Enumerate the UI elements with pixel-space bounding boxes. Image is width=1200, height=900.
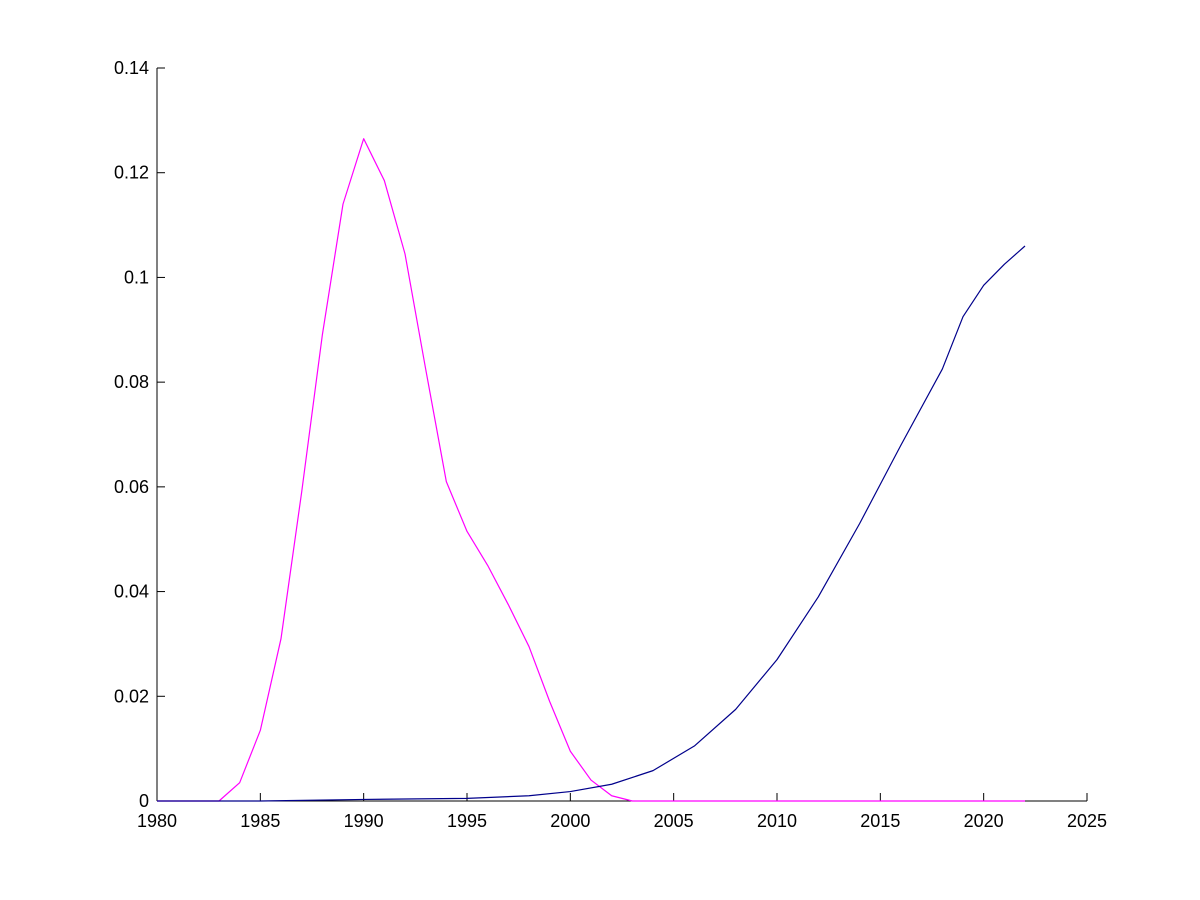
y-tick-label: 0.14 [114, 58, 149, 78]
y-tick-label: 0.06 [114, 477, 149, 497]
y-tick-label: 0 [139, 791, 149, 811]
x-tick-label: 2020 [964, 811, 1004, 831]
y-tick-label: 0.1 [124, 267, 149, 287]
x-tick-label: 1980 [137, 811, 177, 831]
x-tick-label: 1990 [344, 811, 384, 831]
x-tick-label: 1995 [447, 811, 487, 831]
x-tick-label: 2015 [860, 811, 900, 831]
x-tick-label: 2000 [550, 811, 590, 831]
y-tick-label: 0.12 [114, 163, 149, 183]
series-lines [157, 138, 1026, 802]
x-tick-label: 1985 [240, 811, 280, 831]
series-line-1 [157, 138, 1025, 802]
x-tick-label: 2010 [757, 811, 797, 831]
x-tick-label: 2005 [654, 811, 694, 831]
x-tick-label: 2025 [1067, 811, 1107, 831]
axes: 1980 1985 1990 1995 2000 2005 2010 2015 2020 2025… [114, 58, 1107, 831]
y-tick-label: 0.02 [114, 686, 149, 706]
y-tick-label: 0.04 [114, 582, 149, 602]
series-line-2 [157, 245, 1026, 802]
y-tick-label: 0.08 [114, 372, 149, 392]
